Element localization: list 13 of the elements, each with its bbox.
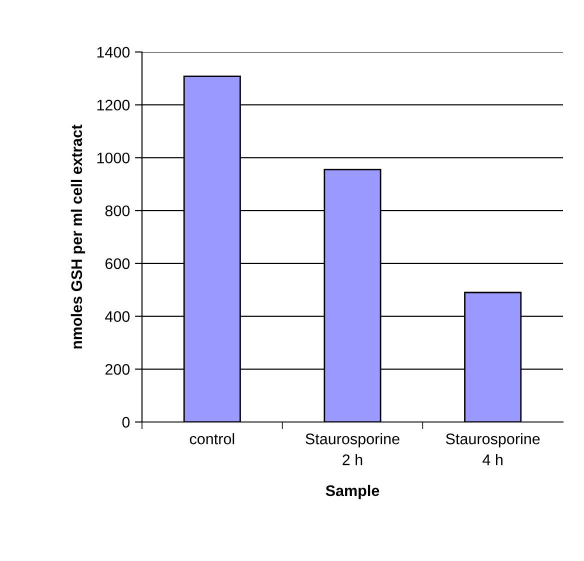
y-tick-label: 0 xyxy=(122,416,130,428)
y-tick-label: 1400 xyxy=(97,46,130,58)
x-tick-label: Staurosporine 2 h xyxy=(306,433,400,466)
y-tick-label: 1200 xyxy=(97,100,130,111)
y-tick-label: 800 xyxy=(105,205,130,216)
y-tick-label: 400 xyxy=(105,311,130,322)
x-axis-title: Sample xyxy=(326,484,380,500)
y-tick-label: 1000 xyxy=(97,152,130,164)
y-tick-label: 600 xyxy=(105,258,130,270)
x-tick-label: Staurosporine 4 h xyxy=(446,433,540,466)
x-tick-label: control xyxy=(190,433,234,444)
y-tick-label: 200 xyxy=(105,364,130,375)
y-axis-title: nmoles GSH per ml cell extract xyxy=(70,124,86,348)
